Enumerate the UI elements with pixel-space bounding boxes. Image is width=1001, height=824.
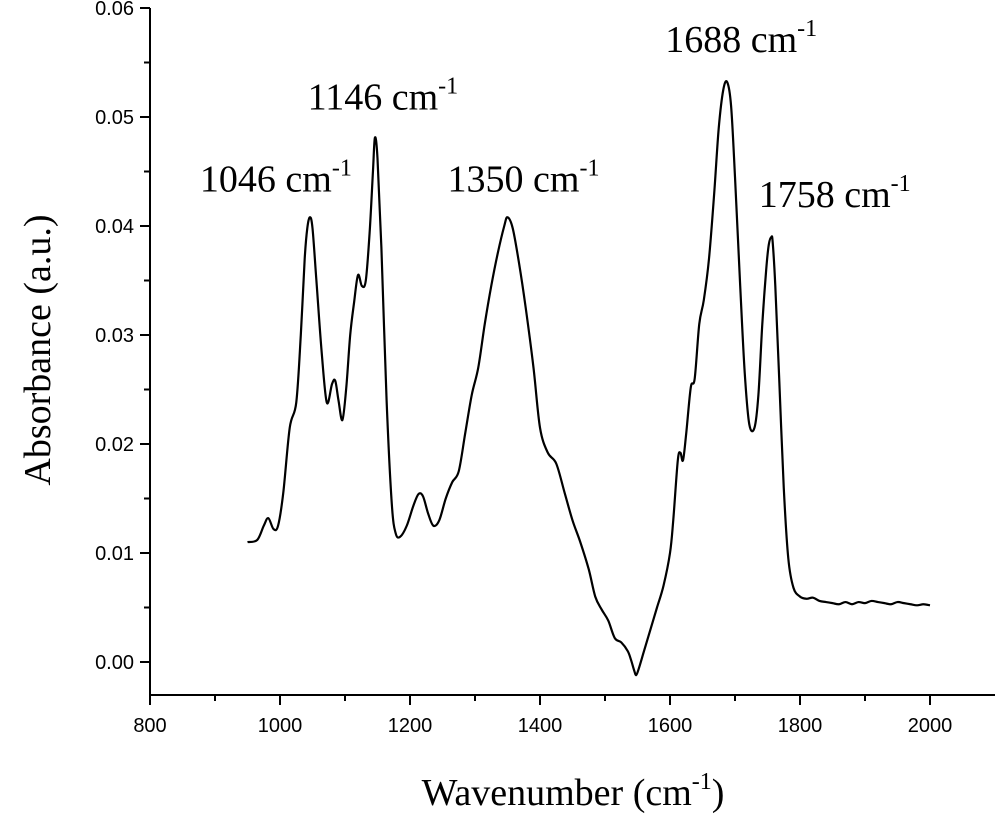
x-tick-label: 1200 — [388, 715, 433, 737]
x-tick-label: 1600 — [648, 715, 693, 737]
peak-label: 1146 cm-1 — [308, 74, 459, 119]
x-tick-label: 2000 — [908, 715, 953, 737]
y-tick-label: 0.05 — [95, 107, 134, 129]
x-tick-label: 1400 — [518, 715, 563, 737]
y-tick-label: 0.01 — [95, 543, 134, 565]
absorbance-series-line — [247, 79, 931, 677]
x-tick-label: 800 — [133, 715, 166, 737]
peak-label: 1046 cm-1 — [200, 155, 352, 200]
y-tick-label: 0.04 — [95, 216, 134, 238]
series-layer — [247, 79, 931, 677]
peak-label: 1758 cm-1 — [759, 171, 911, 216]
x-tick-label: 1000 — [258, 715, 303, 737]
x-ticks: 800 1000 1200 1400 1600 1800 2000 — [133, 695, 952, 737]
peak-label: 1350 cm-1 — [448, 155, 600, 200]
axes — [149, 8, 995, 696]
y-tick-label: 0.06 — [95, 0, 134, 20]
y-tick-label: 0.02 — [95, 434, 134, 456]
y-ticks: 0.00 0.01 0.02 0.03 0.04 0.05 0.06 — [95, 0, 150, 674]
x-axis-title: Wavenumber (cm-1) — [422, 769, 725, 814]
x-tick-label: 1800 — [778, 715, 823, 737]
peak-label: 1688 cm-1 — [665, 16, 817, 61]
annotation-layer: 1046 cm-1 1146 cm-1 1350 cm-1 1688 cm-1 1758… — [200, 16, 911, 216]
y-tick-label: 0.03 — [95, 325, 134, 347]
y-axis-title: Absorbance (a.u.) — [17, 214, 59, 485]
y-tick-label: 0.00 — [95, 652, 134, 674]
